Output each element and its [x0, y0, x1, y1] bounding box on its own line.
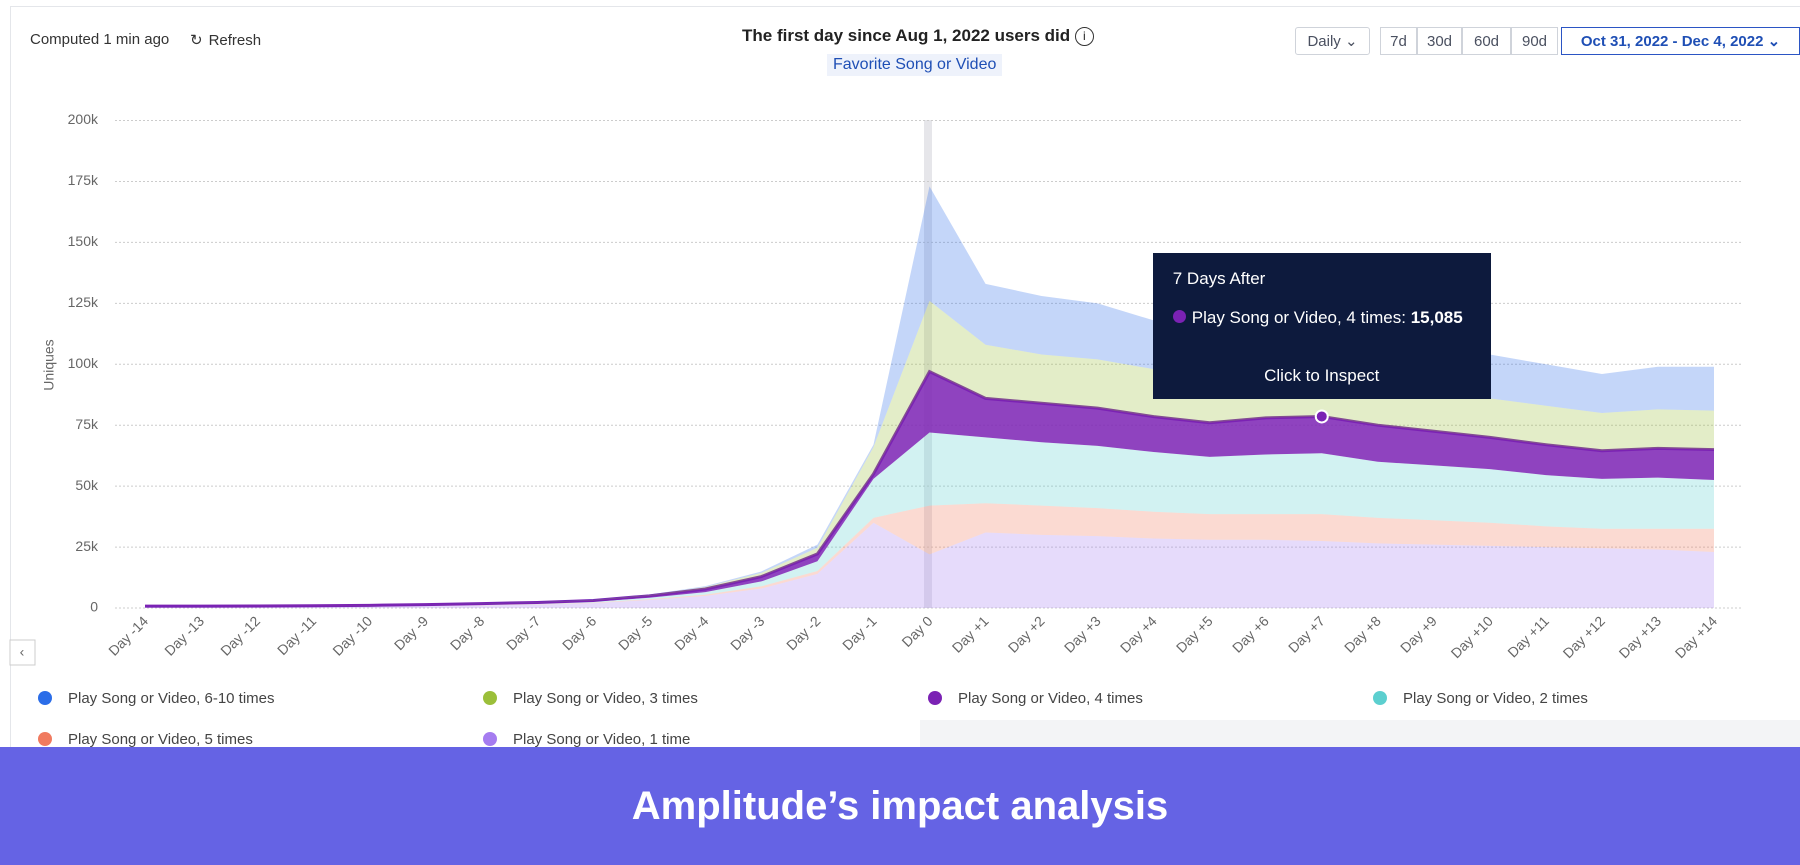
x-tick-label: Day -5 — [615, 613, 656, 654]
x-tick-label: Day 0 — [898, 613, 935, 650]
y-tick-label: 0 — [90, 599, 98, 615]
chart: Uniques ‹ 0 25k 50k 75k 100k 125k 150k 175k 200k… — [9, 111, 1741, 666]
x-tick-label: Day -3 — [727, 613, 768, 654]
legend-item[interactable]: Play Song or Video, 3 times — [483, 687, 698, 709]
x-tick-label: Day +13 — [1616, 613, 1665, 662]
date-range-picker[interactable]: Oct 31, 2022 - Dec 4, 2022 ⌄ — [1561, 27, 1800, 55]
legend-swatch — [483, 691, 497, 705]
x-tick-label: Day -4 — [671, 613, 712, 654]
tooltip-label: Play Song or Video, 4 times: — [1191, 308, 1406, 328]
panel — [10, 6, 1800, 748]
event-link[interactable]: Favorite Song or Video — [827, 54, 1003, 76]
legend-item[interactable]: Play Song or Video, 6-10 times — [38, 687, 275, 709]
y-tick-label: 150k — [68, 233, 99, 249]
x-tick-label: Day -2 — [783, 613, 824, 654]
x-tick-label: Day -12 — [217, 613, 263, 659]
area — [145, 522, 1714, 608]
y-tick-label: 200k — [68, 111, 99, 127]
x-tick-label: Day -8 — [447, 613, 488, 654]
y-axis-label: Uniques — [41, 339, 57, 390]
area — [145, 432, 1714, 607]
legend-item[interactable]: Play Song or Video, 2 times — [1373, 687, 1588, 709]
legend-swatch — [483, 732, 497, 746]
x-tick-label: Day -1 — [839, 613, 880, 654]
refresh-button[interactable]: ↻ Refresh — [190, 32, 262, 49]
interval-dropdown[interactable]: Daily ⌄ — [1295, 27, 1370, 55]
title-text: The first day since Aug 1, 2022 users di… — [742, 26, 1071, 45]
x-tick-label: Day +8 — [1341, 613, 1384, 656]
legend-label: Play Song or Video, 2 times — [1403, 689, 1588, 707]
range-button[interactable]: 30d — [1417, 27, 1462, 55]
chart-title: The first day since Aug 1, 2022 users di… — [742, 26, 1094, 47]
date-range: Oct 31, 2022 - Dec 4, 2022 — [1580, 32, 1764, 50]
interval-label: Daily — [1307, 32, 1341, 50]
legend-item[interactable]: Play Song or Video, 1 time — [483, 728, 690, 750]
x-tick-label: Day +3 — [1061, 613, 1104, 656]
x-tick-label: Day +9 — [1397, 613, 1440, 656]
y-tick-label: 175k — [68, 172, 99, 188]
x-tick-label: Day +7 — [1285, 613, 1328, 656]
hover-point — [1314, 409, 1329, 424]
legend-filler — [920, 720, 1800, 747]
area-line — [145, 369, 1715, 608]
range-button[interactable]: 7d — [1380, 27, 1417, 55]
y-tick-label: 100k — [68, 355, 99, 371]
legend-label: Play Song or Video, 3 times — [513, 689, 698, 707]
legend-swatch — [38, 691, 52, 705]
banner: Amplitude’s impact analysis — [0, 747, 1800, 865]
tooltip-action: Click to Inspect — [1264, 366, 1380, 386]
status: Computed 1 min ago — [30, 31, 170, 48]
x-tick-label: Day -9 — [391, 613, 432, 654]
refresh-label: Refresh — [208, 32, 262, 49]
x-tick-label: Day -11 — [274, 613, 319, 658]
x-tick-label: Day -14 — [105, 613, 151, 659]
x-tick-label: Day -10 — [329, 613, 375, 659]
tooltip-title: 7 Days After — [1172, 269, 1266, 289]
x-tick-label: Day +10 — [1448, 613, 1497, 662]
x-tick-label: Day +1 — [949, 613, 992, 656]
y-tick-label: 50k — [75, 477, 99, 493]
x-tick-label: Day +4 — [1117, 613, 1160, 656]
legend-label: Play Song or Video, 1 time — [513, 730, 691, 748]
x-tick-label: Day +11 — [1504, 613, 1552, 661]
tooltip-value: 15,085 — [1410, 308, 1463, 328]
x-tick-label: Day +2 — [1005, 613, 1048, 656]
range-button[interactable]: 60d — [1462, 27, 1511, 55]
range-button[interactable]: 90d — [1511, 27, 1558, 55]
legend-swatch — [928, 691, 942, 705]
x-tick-label: Day +12 — [1560, 613, 1609, 662]
legend-label: Play Song or Video, 6-10 times — [68, 689, 275, 707]
x-tick-label: Day +5 — [1173, 613, 1216, 656]
x-tick-label: Day +6 — [1229, 613, 1272, 656]
legend-swatch — [1373, 691, 1387, 705]
y-tick-label: 25k — [75, 538, 99, 554]
legend-label: Play Song or Video, 5 times — [68, 730, 253, 748]
area — [145, 371, 1714, 607]
tooltip[interactable]: 7 Days After Play Song or Video, 4 times… — [1152, 253, 1491, 400]
x-tick-label: Day -7 — [503, 613, 544, 654]
legend-label: Play Song or Video, 4 times — [958, 689, 1143, 707]
scroll-left-icon: ‹ — [20, 644, 25, 660]
tooltip-row: Play Song or Video, 4 times: 15,085 — [1172, 308, 1463, 328]
area — [145, 503, 1714, 607]
x-tick-label: Day +14 — [1672, 613, 1721, 662]
legend-item[interactable]: Play Song or Video, 5 times — [38, 728, 253, 750]
x-tick-label: Day -6 — [559, 613, 600, 654]
y-tick-label: 75k — [75, 416, 99, 432]
area — [145, 186, 1714, 607]
y-tick-label: 125k — [68, 294, 99, 310]
x-tick-label: Day -13 — [161, 613, 207, 659]
legend-item[interactable]: Play Song or Video, 4 times — [928, 687, 1143, 709]
scroll-left[interactable] — [9, 639, 36, 666]
legend-swatch — [38, 732, 52, 746]
